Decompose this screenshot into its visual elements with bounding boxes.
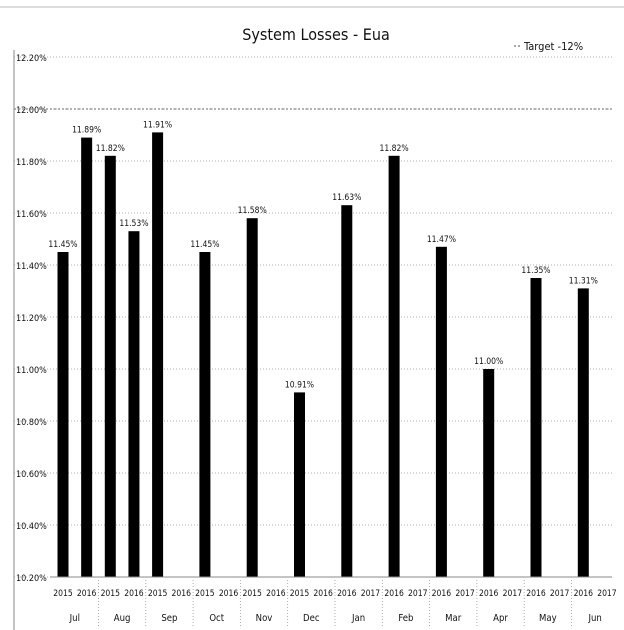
month-separators <box>98 580 572 628</box>
bars <box>57 132 589 578</box>
x-tick-year: 2016 <box>384 589 404 599</box>
y-tick-label: 11.20% <box>16 314 47 324</box>
x-tick-year: 2016 <box>266 589 286 599</box>
x-tick-year: 2017 <box>597 589 617 599</box>
x-tick-year: 2016 <box>219 589 239 599</box>
bar-value-label: 11.82% <box>96 144 125 154</box>
y-tick-label: 10.60% <box>16 470 47 480</box>
bar-value-label: 11.45% <box>190 240 219 250</box>
chart-title: System Losses - Eua <box>242 25 390 44</box>
x-tick-month: Oct <box>209 613 224 624</box>
y-axis-labels: 10.20% 10.40% 10.60% 10.80% 11.00% 11.20% 11.4… <box>16 54 47 584</box>
bar <box>294 392 305 577</box>
legend-label: Target -12% <box>523 40 583 53</box>
y-tick-label: 10.80% <box>16 418 47 428</box>
x-tick-year: 2016 <box>77 589 97 599</box>
x-tick-year: 2017 <box>455 589 475 599</box>
x-tick-year: 2017 <box>408 589 428 599</box>
bar <box>57 252 69 577</box>
x-tick-year: 2016 <box>526 589 546 599</box>
bar <box>577 288 589 577</box>
x-tick-month: Jan <box>351 613 365 624</box>
x-tick-year: 2016 <box>479 589 499 599</box>
y-tick-label: 11.80% <box>16 158 47 168</box>
bar-value-label: 11.53% <box>119 219 148 229</box>
x-tick-year: 2016 <box>574 589 594 599</box>
bar-value-labels: 11.45% 11.89% 11.82% 11.53% 11.91% 11.45% 11.5… <box>48 120 597 390</box>
y-tick-label: 12.00% <box>16 106 47 116</box>
x-tick-month: Nov <box>256 613 273 624</box>
x-tick-year: 2016 <box>313 589 333 599</box>
x-tick-month: Mar <box>445 613 462 624</box>
x-tick-year: 2016 <box>432 589 452 599</box>
y-tick-label: 11.40% <box>16 262 47 272</box>
legend: Target -12% <box>514 40 583 53</box>
bar-value-label: 10.91% <box>285 380 314 390</box>
x-tick-year: 2015 <box>101 589 121 599</box>
x-tick-month: Jul <box>69 613 80 624</box>
y-tick-label: 11.60% <box>16 210 47 220</box>
x-tick-month: Jun <box>587 613 601 624</box>
bar-value-label: 11.31% <box>569 276 598 286</box>
bar <box>199 252 211 577</box>
bar-value-label: 11.00% <box>474 357 503 367</box>
x-tick-year: 2015 <box>53 589 73 599</box>
bar <box>152 132 164 577</box>
x-tick-month: Feb <box>398 613 413 624</box>
bar <box>341 205 353 577</box>
bar-value-label: 11.91% <box>143 120 172 130</box>
x-tick-year: 2015 <box>242 589 262 599</box>
bar <box>388 155 400 578</box>
y-tick-label: 10.20% <box>16 574 47 584</box>
bar <box>128 231 140 577</box>
x-tick-year: 2016 <box>172 589 192 599</box>
x-tick-year: 2017 <box>361 589 381 599</box>
bar <box>530 278 542 577</box>
bar-value-label: 11.82% <box>380 144 409 154</box>
bar-value-label: 11.58% <box>238 206 267 216</box>
x-tick-month: Apr <box>493 613 508 624</box>
x-tick-year: 2015 <box>148 589 168 599</box>
x-tick-year: 2016 <box>124 589 144 599</box>
bar-value-label: 11.63% <box>332 193 361 203</box>
bar <box>435 246 447 578</box>
bar-value-label: 11.47% <box>427 235 456 245</box>
x-tick-year: 2016 <box>337 589 357 599</box>
bar <box>104 155 116 578</box>
y-tick-label: 11.00% <box>16 366 47 376</box>
x-axis-labels: 2015 2016 2015 2016 2015 2016 2015 2016 2015 2016… <box>53 589 617 624</box>
bar-value-label: 11.35% <box>521 266 550 276</box>
x-tick-month: Aug <box>114 613 131 624</box>
x-tick-year: 2015 <box>195 589 215 599</box>
x-tick-year: 2017 <box>503 589 523 599</box>
bar-value-label: 11.45% <box>48 240 77 250</box>
x-tick-month: Sep <box>161 613 177 624</box>
x-tick-month: May <box>539 613 557 624</box>
x-tick-year: 2015 <box>290 589 310 599</box>
bar-value-label: 11.89% <box>72 126 101 136</box>
x-tick-month: Dec <box>303 613 320 624</box>
bar <box>483 369 495 577</box>
bar <box>81 137 93 577</box>
x-tick-year: 2017 <box>550 589 570 599</box>
y-tick-label: 12.20% <box>16 54 47 64</box>
y-tick-label: 10.40% <box>16 522 47 532</box>
bar <box>246 218 258 577</box>
